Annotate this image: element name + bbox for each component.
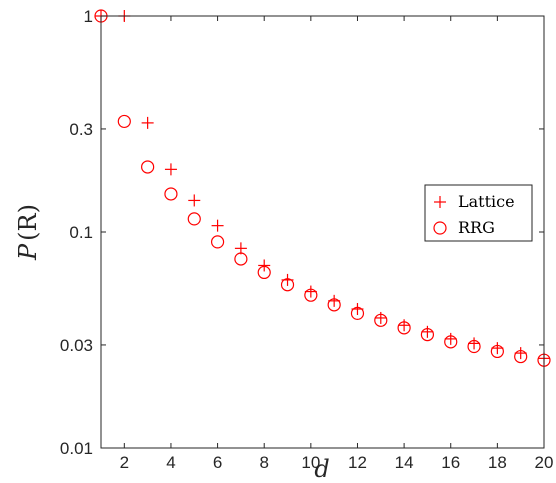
data-point-rrg — [514, 349, 528, 364]
x-tick-label: 10 — [301, 453, 320, 472]
x-tick-label: 20 — [535, 453, 554, 472]
legend-label-rrg: RRG — [458, 218, 495, 237]
data-markers — [94, 9, 551, 367]
data-point-rrg — [280, 278, 295, 292]
data-point-rrg — [444, 335, 458, 349]
data-point-rrg — [467, 339, 481, 354]
data-point-lattice — [234, 242, 247, 255]
plot-frame — [100, 15, 545, 449]
x-tick-label: 18 — [488, 453, 507, 472]
data-point-lattice — [491, 342, 504, 355]
data-point-rrg — [397, 321, 411, 335]
x-tick-label: 4 — [166, 453, 175, 472]
data-point-lattice — [164, 163, 177, 176]
y-axis-title-variable: P — [14, 243, 42, 261]
legend-label-lattice: Lattice — [458, 192, 515, 211]
legend-marker-rrg — [433, 221, 447, 235]
legend-box — [424, 184, 533, 242]
data-point-rrg — [350, 306, 365, 320]
data-point-rrg — [374, 313, 388, 327]
legend: Lattice RRG — [424, 184, 533, 242]
data-point-lattice — [444, 332, 457, 345]
data-point-rrg — [304, 288, 318, 302]
data-point-rrg — [420, 327, 435, 342]
data-point-lattice — [258, 259, 271, 272]
data-point-rrg — [187, 212, 201, 226]
x-axis: 2 4 6 8 10 12 14 16 18 20 — [120, 16, 554, 472]
data-point-rrg — [257, 265, 271, 280]
x-tick-label: 12 — [348, 453, 367, 472]
x-tick-label: 2 — [120, 453, 129, 472]
data-point-lattice — [304, 285, 317, 298]
data-point-lattice — [188, 194, 201, 207]
x-axis-title: d — [314, 455, 329, 483]
y-axis-title: P (R) — [14, 204, 42, 261]
y-axis-title-argument: (R) — [14, 204, 42, 241]
data-point-lattice — [141, 116, 154, 129]
data-point-rrg — [327, 298, 341, 312]
y-axis: 0.01 0.03 0.1 0.3 1 — [60, 7, 544, 458]
data-point-lattice — [514, 347, 527, 360]
y-tick-label: 0.03 — [60, 336, 93, 355]
data-point-rrg — [210, 235, 225, 249]
legend-marker-lattice — [434, 196, 446, 208]
data-point-rrg — [117, 114, 131, 129]
x-tick-label: 14 — [395, 453, 414, 472]
y-tick-label: 0.3 — [69, 120, 93, 139]
data-point-rrg — [164, 187, 178, 201]
x-tick-label: 16 — [441, 453, 460, 472]
y-tick-label: 0.01 — [60, 439, 93, 458]
data-point-rrg — [141, 160, 155, 174]
data-point-rrg — [234, 252, 248, 266]
data-point-lattice — [211, 219, 224, 232]
data-point-lattice — [421, 325, 434, 338]
data-point-lattice — [468, 337, 481, 350]
data-point-rrg — [490, 344, 504, 359]
x-tick-label: 8 — [259, 453, 268, 472]
y-tick-label: 0.1 — [69, 223, 93, 242]
x-tick-label: 6 — [213, 453, 222, 472]
y-tick-label: 1 — [84, 7, 93, 26]
